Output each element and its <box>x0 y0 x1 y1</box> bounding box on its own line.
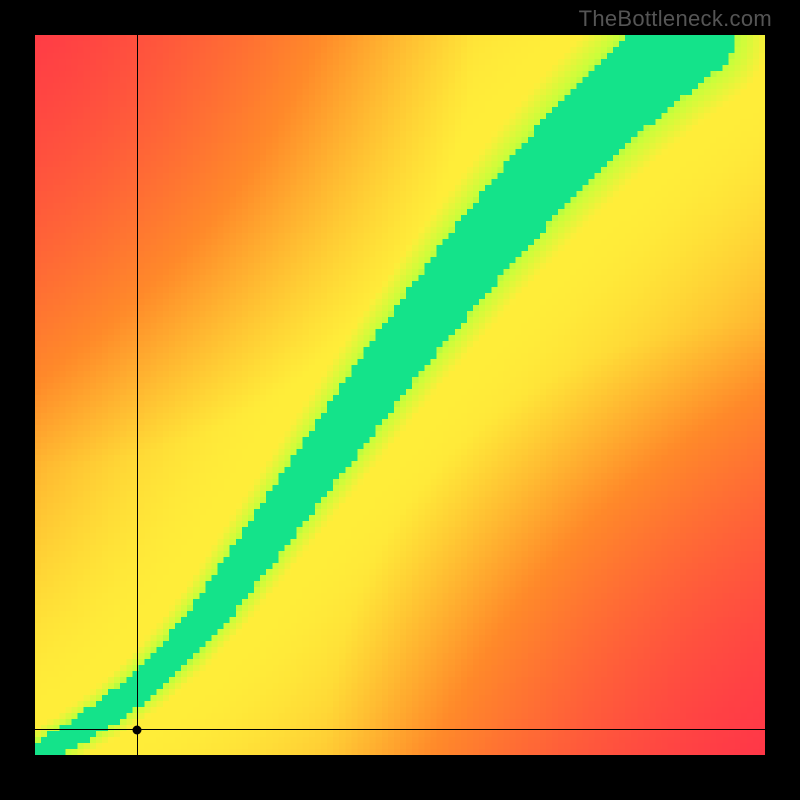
heatmap-plot <box>35 35 765 755</box>
heatmap-canvas <box>35 35 765 755</box>
watermark-text: TheBottleneck.com <box>579 6 772 32</box>
crosshair-horizontal <box>35 729 765 730</box>
crosshair-vertical <box>137 35 138 755</box>
crosshair-marker-dot <box>133 725 142 734</box>
